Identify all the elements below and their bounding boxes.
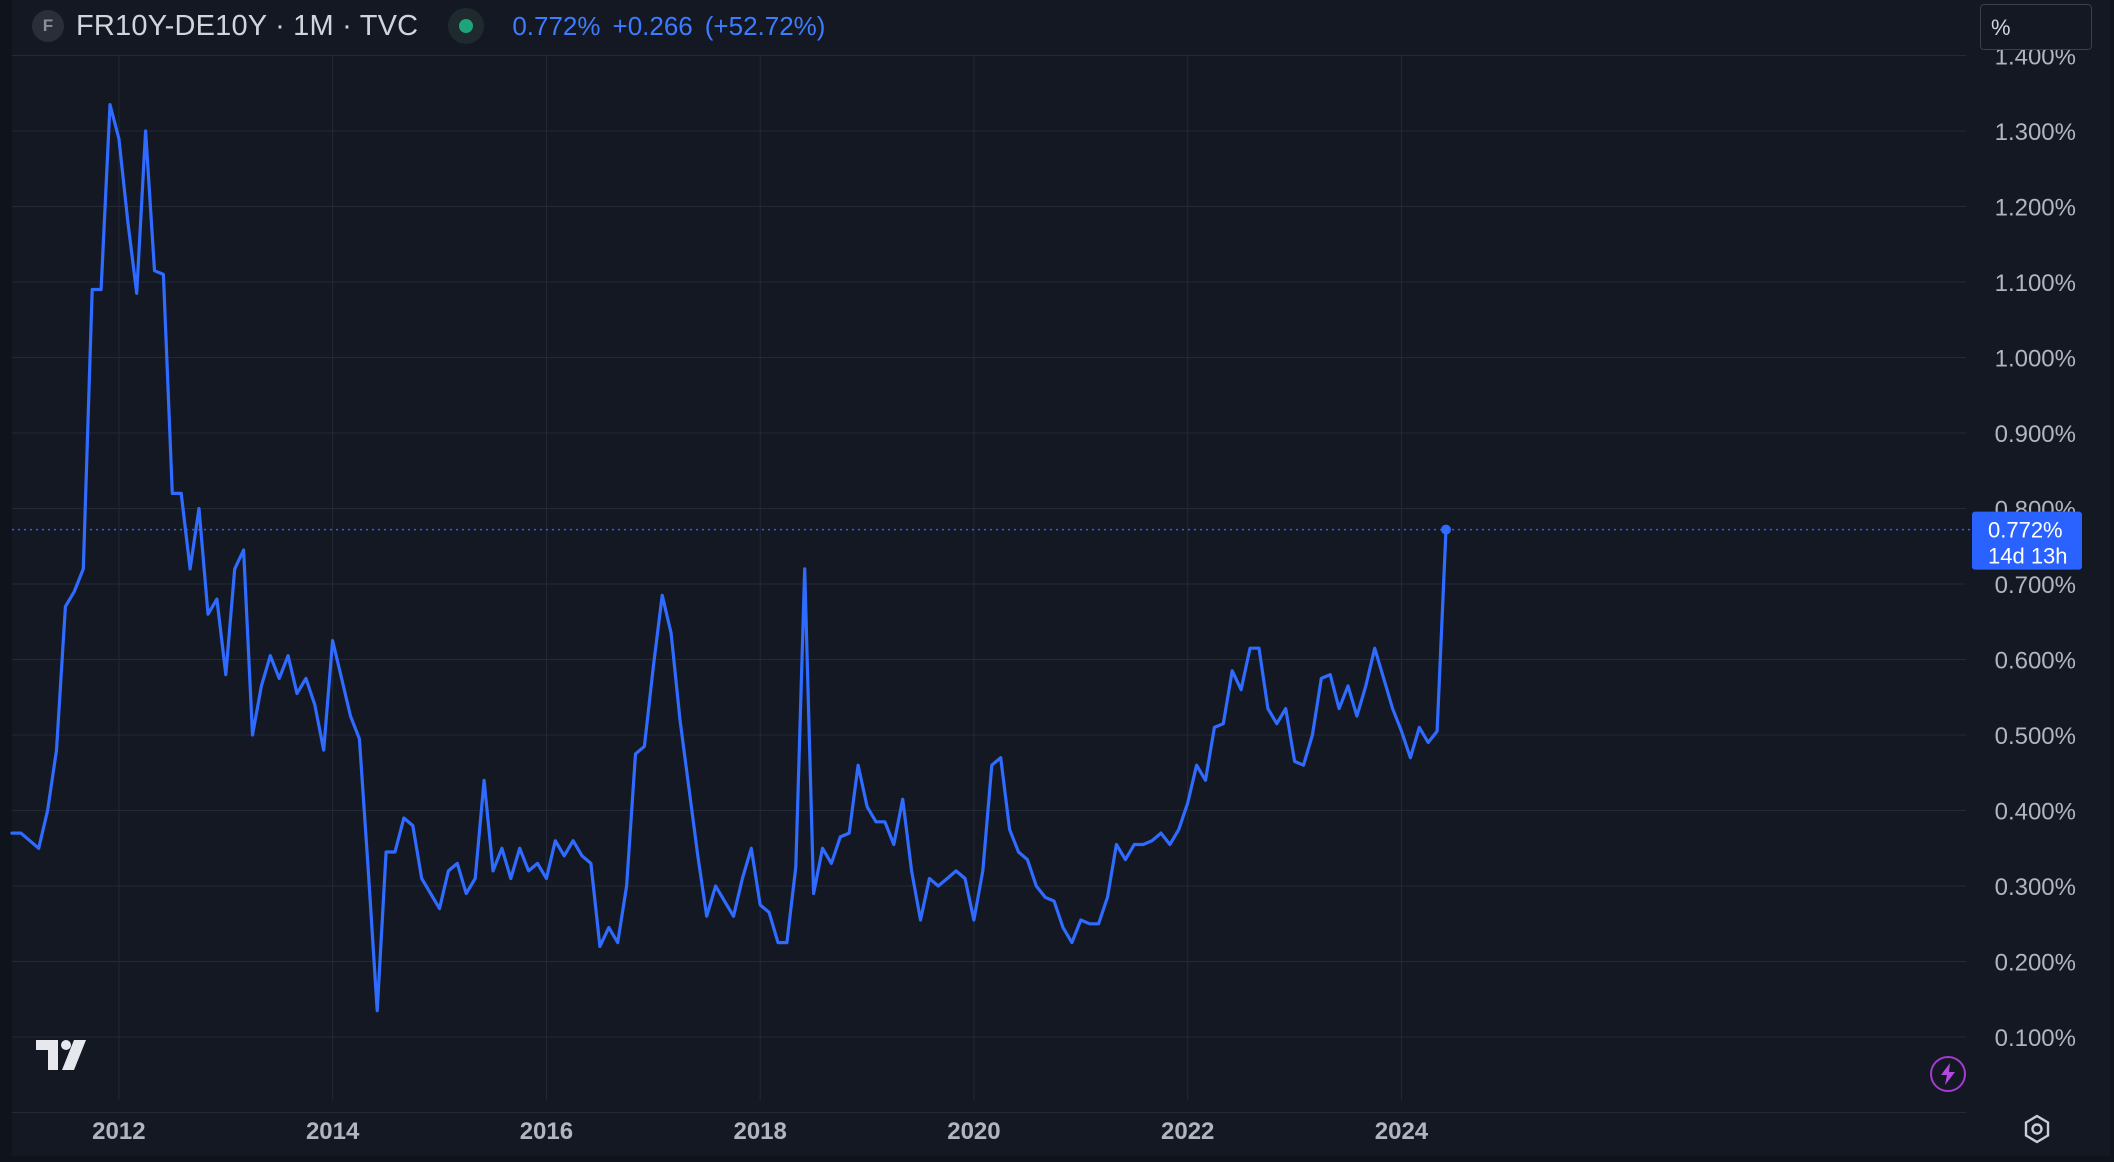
y-tick-label: 1.000% [1995, 346, 2076, 373]
change-percent: (+52.72%) [704, 10, 826, 41]
series-line [10, 103, 1448, 1013]
legend-values: 0.772% +0.266 (+52.72%) [512, 11, 825, 42]
x-tick-label: 2022 [1161, 1118, 1214, 1145]
change-value: +0.266 [612, 10, 693, 41]
chart-settings-button[interactable] [2022, 1114, 2052, 1149]
x-tick-label: 2024 [1375, 1118, 1429, 1145]
x-tick-label: 2014 [306, 1118, 360, 1145]
market-status-dot [459, 19, 474, 33]
x-tick-label: 2020 [947, 1118, 1000, 1145]
price-tag-countdown: 14d 13h [1988, 544, 2068, 569]
left-border [0, 0, 12, 1162]
y-tick-label: 0.300% [1995, 874, 2076, 901]
y-tick-label: 0.900% [1995, 421, 2076, 448]
y-tick-label: 0.200% [1995, 950, 2076, 977]
x-tick-label: 2012 [92, 1118, 145, 1145]
series-layer [10, 103, 1990, 1013]
y-tick-label: 0.700% [1995, 572, 2076, 599]
right-border [2110, 0, 2114, 1162]
lightning-button[interactable] [1930, 1056, 1966, 1092]
symbol-title[interactable]: FR10Y-DE10Y · 1M · TVC [76, 9, 419, 42]
bottom-border [0, 1156, 2114, 1162]
y-tick-label: 0.100% [1995, 1025, 2076, 1052]
y-tick-label: 1.200% [1995, 195, 2076, 222]
last-point-marker [1441, 524, 1451, 535]
x-axis[interactable]: 2012 2014 2016 2018 2020 2022 2024 [92, 1118, 1429, 1145]
y-tick-label: 1.100% [1995, 270, 2076, 297]
y-tick-label: 1.300% [1995, 119, 2076, 146]
chart-legend: F FR10Y-DE10Y · 1M · TVC 0.772% +0.266 (… [32, 6, 825, 46]
price-tag-box [1972, 511, 2082, 570]
grid-lines [12, 54, 1966, 1113]
y-tick-label: 0.600% [1995, 648, 2076, 675]
gear-icon [2024, 1114, 2050, 1144]
x-tick-label: 2016 [520, 1118, 573, 1145]
last-value: 0.772% [512, 10, 601, 41]
y-axis[interactable]: 0.100% 0.200% 0.300% 0.400% 0.500% 0.600% 0.70… [1995, 44, 2076, 1053]
price-tag-value: 0.772% [1988, 518, 2063, 543]
y-tick-label: 0.500% [1995, 723, 2076, 750]
x-tick-label: 2018 [733, 1118, 786, 1145]
price-tag-layer: 0.772%14d 13h [1972, 511, 2082, 570]
y-tick-label: 0.400% [1995, 799, 2076, 826]
market-status-indicator[interactable] [448, 8, 485, 44]
lightning-icon [1941, 1063, 1955, 1085]
tradingview-logo-icon[interactable] [36, 1040, 98, 1077]
source-badge[interactable]: F [32, 10, 64, 42]
scale-unit-selector[interactable]: % [1980, 4, 2092, 50]
